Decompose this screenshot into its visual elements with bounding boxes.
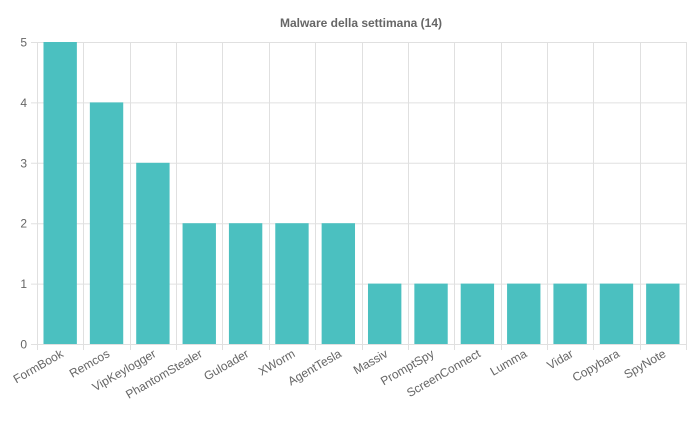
chart-title: Malware della settimana (14) bbox=[280, 16, 442, 30]
y-tick-label: 5 bbox=[20, 36, 27, 50]
x-axis: FormBook RemcosVipKeyloggerPhantomStealer… bbox=[11, 346, 669, 402]
y-tick-label: 3 bbox=[20, 156, 27, 170]
bar-xworm bbox=[275, 223, 309, 344]
bars bbox=[43, 42, 680, 345]
bar-vipkeylogger bbox=[136, 162, 170, 344]
bar-lumma bbox=[507, 283, 541, 344]
bar-agenttesla bbox=[321, 223, 356, 344]
x-tick-label: SpyNote bbox=[621, 346, 668, 381]
bar-vidar bbox=[553, 283, 587, 344]
x-tick-label: FormBook bbox=[11, 346, 67, 386]
bar-spynote bbox=[646, 283, 680, 344]
bar-massiv bbox=[367, 283, 402, 344]
grid bbox=[31, 42, 687, 350]
x-tick-label: Lumma bbox=[488, 346, 530, 378]
x-tick-label: Copybara bbox=[570, 346, 622, 384]
x-tick-label: Vidar bbox=[545, 346, 576, 372]
y-tick-label: 1 bbox=[20, 277, 27, 291]
bar-screenconnect bbox=[460, 283, 495, 344]
bar-copybara bbox=[599, 283, 634, 344]
bar-formbook bbox=[43, 42, 77, 344]
bar-promptspy bbox=[414, 283, 448, 344]
bar-phantomstealer bbox=[182, 223, 216, 344]
bar-guloader bbox=[228, 223, 263, 344]
x-tick-label: Guloader bbox=[201, 346, 251, 383]
x-tick-label: AgentTesla bbox=[285, 346, 344, 388]
y-tick-label: 4 bbox=[20, 96, 27, 110]
bar-remcos bbox=[89, 102, 124, 345]
y-tick-label: 0 bbox=[20, 338, 27, 352]
y-axis: 0 1 2 3 4 5 bbox=[20, 36, 27, 352]
y-tick-label: 2 bbox=[20, 217, 27, 231]
